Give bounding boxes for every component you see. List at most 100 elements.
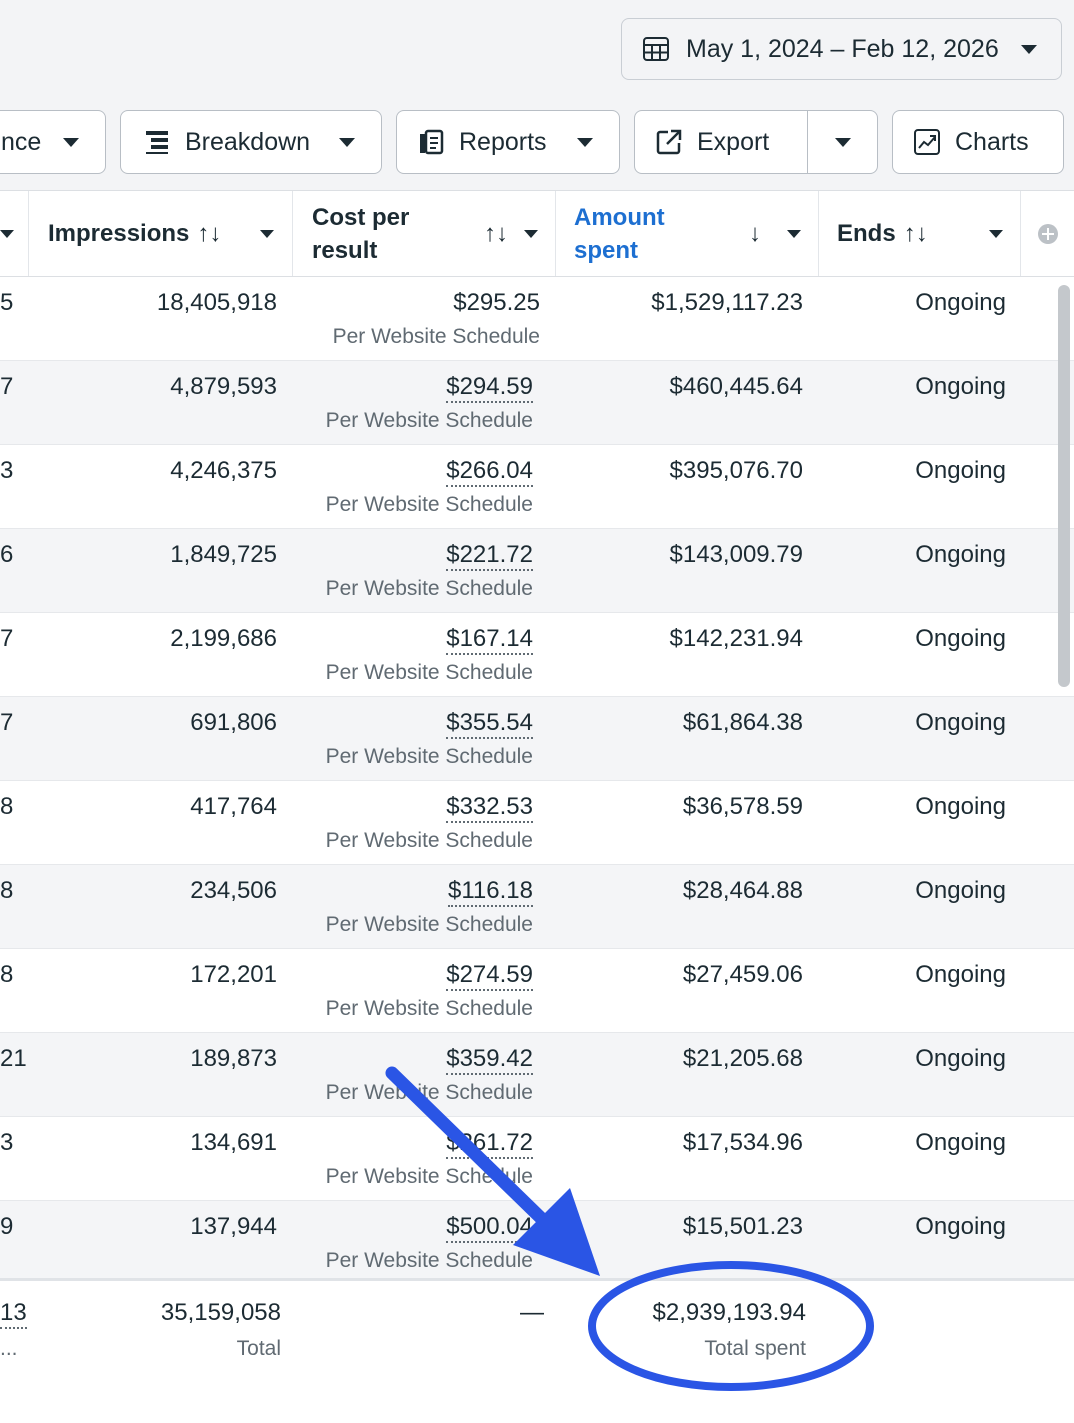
date-range-picker[interactable]: May 1, 2024 – Feb 12, 2026 bbox=[621, 18, 1062, 80]
cost-header-line1: Cost per bbox=[312, 203, 410, 231]
amount-spent-value: $15,501.23 bbox=[682, 1213, 803, 1240]
cost-per-result-value[interactable]: $167.14 bbox=[446, 625, 533, 655]
amount-spent-value: $142,231.94 bbox=[669, 625, 803, 652]
table-body: 5 18,405,918 $295.25 Per Website Schedule $1… bbox=[0, 277, 1074, 1285]
col-impressions-header[interactable]: Impressions ↑↓ bbox=[28, 191, 292, 276]
cost-per-result-value[interactable]: $261.72 bbox=[446, 1129, 533, 1159]
col-cost-per-result-header[interactable]: Cost per result ↑↓ bbox=[292, 191, 555, 276]
cost-per-result-value[interactable]: $355.54 bbox=[446, 709, 533, 739]
breakdown-button[interactable]: Breakdown bbox=[120, 110, 382, 174]
col-prev-header[interactable] bbox=[0, 191, 28, 276]
table-row[interactable]: 7 4,879,593 $294.59 Per Website Schedule $46… bbox=[0, 361, 1074, 445]
chevron-down-icon[interactable] bbox=[787, 229, 801, 238]
totals-left-sub: ... bbox=[0, 1337, 18, 1360]
table-row[interactable]: 7 2,199,686 $167.14 Per Website Schedule $14… bbox=[0, 613, 1074, 697]
cost-per-result-value[interactable]: $116.18 bbox=[448, 877, 533, 907]
totals-left-value[interactable]: 13 bbox=[0, 1299, 27, 1329]
amount-spent-value: $27,459.06 bbox=[682, 961, 803, 988]
amount-spent-value: $460,445.64 bbox=[669, 373, 803, 400]
impressions-value: 172,201 bbox=[190, 961, 277, 988]
chevron-down-icon bbox=[0, 229, 14, 238]
prev-column-value: 8 bbox=[0, 961, 14, 988]
table-row[interactable]: 7 691,806 $355.54 Per Website Schedule $61,8… bbox=[0, 697, 1074, 781]
chevron-down-icon[interactable] bbox=[260, 229, 274, 238]
table-row[interactable]: 8 172,201 $274.59 Per Website Schedule $27,4… bbox=[0, 949, 1074, 1033]
vertical-scrollbar[interactable] bbox=[1058, 285, 1070, 687]
ends-value: Ongoing bbox=[915, 289, 1006, 316]
reports-button[interactable]: Reports bbox=[396, 110, 620, 174]
impressions-value: 691,806 bbox=[190, 709, 277, 736]
cost-per-result-label: Per Website Schedule bbox=[325, 745, 533, 768]
totals-row: 13 ... 35,159,058 Total — $2,939,193.94 … bbox=[0, 1278, 1074, 1423]
cost-per-result-value[interactable]: $221.72 bbox=[446, 541, 533, 571]
impressions-value: 417,764 bbox=[190, 793, 277, 820]
ends-value: Ongoing bbox=[915, 457, 1006, 484]
export-icon bbox=[656, 129, 682, 155]
chart-icon bbox=[914, 129, 940, 155]
col-ends-header[interactable]: Ends ↑↓ bbox=[818, 191, 1020, 276]
prev-column-value: 7 bbox=[0, 709, 14, 736]
cost-per-result-label: Per Website Schedule bbox=[332, 325, 540, 348]
chevron-down-icon bbox=[339, 137, 355, 147]
table-row[interactable]: 8 234,506 $116.18 Per Website Schedule $28,4… bbox=[0, 865, 1074, 949]
prev-column-value: 7 bbox=[0, 625, 14, 652]
amount-header-line2: spent bbox=[574, 236, 639, 264]
sort-desc-icon[interactable]: ↓ bbox=[749, 219, 761, 247]
amount-spent-value: $395,076.70 bbox=[669, 457, 803, 484]
table-header: Impressions ↑↓ Cost per result ↑↓ Amount… bbox=[0, 191, 1074, 277]
cost-per-result-value[interactable]: $294.59 bbox=[446, 373, 533, 403]
total-cost-per-result: — bbox=[520, 1299, 544, 1326]
cost-per-result-label: Per Website Schedule bbox=[325, 829, 533, 852]
prev-column-value: 8 bbox=[0, 877, 14, 904]
amount-spent-value: $28,464.88 bbox=[682, 877, 803, 904]
add-column-icon[interactable] bbox=[1037, 223, 1059, 245]
amount-spent-value: $17,534.96 bbox=[682, 1129, 803, 1156]
cost-per-result-value[interactable]: $359.42 bbox=[446, 1045, 533, 1075]
table-row[interactable]: 3 4,246,375 $266.04 Per Website Schedule $39… bbox=[0, 445, 1074, 529]
charts-button[interactable]: Charts bbox=[892, 110, 1064, 174]
cost-per-result-value[interactable]: $500.04 bbox=[446, 1213, 533, 1243]
sort-icon[interactable]: ↑↓ bbox=[197, 219, 222, 247]
ends-value: Ongoing bbox=[915, 373, 1006, 400]
prev-column-value: 8 bbox=[0, 793, 14, 820]
cost-per-result-value[interactable]: $266.04 bbox=[446, 457, 533, 487]
sort-icon[interactable]: ↑↓ bbox=[484, 219, 508, 247]
ends-value: Ongoing bbox=[915, 709, 1006, 736]
cost-per-result-label: Per Website Schedule bbox=[325, 409, 533, 432]
cost-per-result-label: Per Website Schedule bbox=[325, 1249, 533, 1272]
table-row[interactable]: 5 18,405,918 $295.25 Per Website Schedule $1… bbox=[0, 277, 1074, 361]
amount-header-line1: Amount bbox=[574, 203, 665, 231]
prev-column-value: 3 bbox=[0, 1129, 14, 1156]
table-row[interactable]: 9 137,944 $500.04 Per Website Schedule $15,5… bbox=[0, 1201, 1074, 1285]
amount-spent-value: $21,205.68 bbox=[682, 1045, 803, 1072]
cost-per-result-value[interactable]: $332.53 bbox=[446, 793, 533, 823]
export-button[interactable]: Export bbox=[634, 110, 808, 174]
table-row[interactable]: 6 1,849,725 $221.72 Per Website Schedule $14… bbox=[0, 529, 1074, 613]
breakdown-icon bbox=[146, 131, 168, 154]
impressions-value: 2,199,686 bbox=[170, 625, 277, 652]
table-row[interactable]: 3 134,691 $261.72 Per Website Schedule $17,5… bbox=[0, 1117, 1074, 1201]
impressions-value: 189,873 bbox=[190, 1045, 277, 1072]
add-column-cell bbox=[1020, 191, 1074, 276]
cost-per-result-value[interactable]: $274.59 bbox=[446, 961, 533, 991]
total-spent-label: Total spent bbox=[704, 1337, 806, 1360]
amount-spent-value: $61,864.38 bbox=[682, 709, 803, 736]
chevron-down-icon[interactable] bbox=[524, 229, 538, 238]
export-label: Export bbox=[697, 127, 770, 156]
col-amount-spent-header[interactable]: Amount spent ↓ bbox=[555, 191, 818, 276]
cost-per-result-label: Per Website Schedule bbox=[325, 577, 533, 600]
impressions-value: 134,691 bbox=[190, 1129, 277, 1156]
sort-icon[interactable]: ↑↓ bbox=[903, 219, 928, 247]
charts-label: Charts bbox=[955, 127, 1029, 156]
export-options-button[interactable] bbox=[807, 110, 878, 174]
amount-spent-value: $143,009.79 bbox=[669, 541, 803, 568]
calendar-icon bbox=[643, 37, 669, 61]
table-row[interactable]: 8 417,764 $332.53 Per Website Schedule $36,5… bbox=[0, 781, 1074, 865]
ends-value: Ongoing bbox=[915, 1213, 1006, 1240]
impressions-value: 18,405,918 bbox=[156, 289, 277, 316]
amount-spent-value: $1,529,117.23 bbox=[651, 289, 803, 316]
performance-button[interactable]: nce bbox=[0, 110, 106, 174]
table-row[interactable]: 21 189,873 $359.42 Per Website Schedule $21,… bbox=[0, 1033, 1074, 1117]
cost-per-result-label: Per Website Schedule bbox=[325, 997, 533, 1020]
chevron-down-icon[interactable] bbox=[989, 229, 1003, 238]
